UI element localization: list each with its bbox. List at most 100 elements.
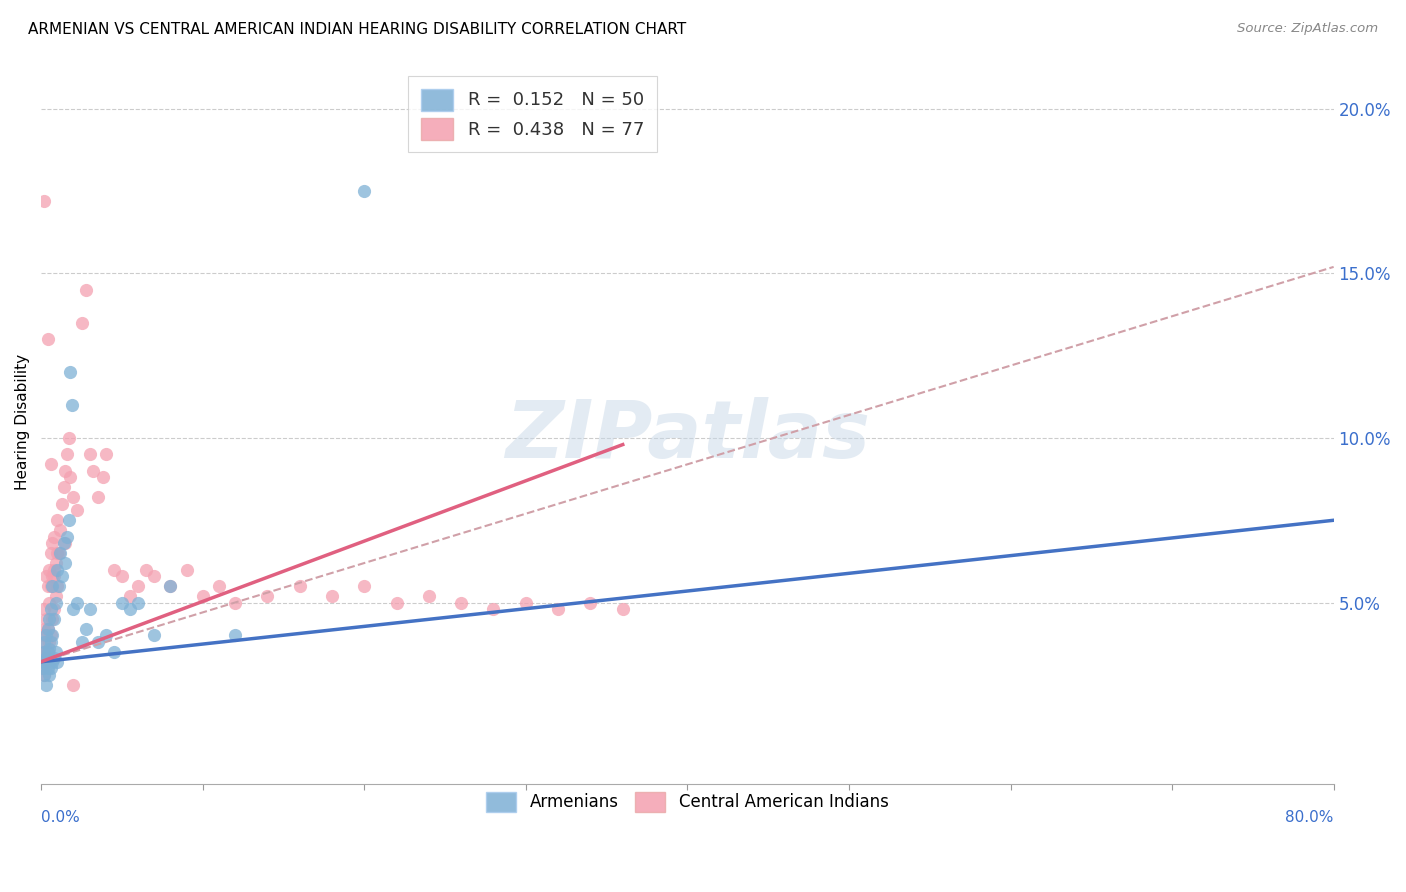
Point	[103, 563, 125, 577]
Point	[82, 464, 104, 478]
Point	[53, 536, 76, 550]
Point	[37, 622, 59, 636]
Point	[56, 530, 79, 544]
Point	[58, 513, 80, 527]
Point	[42, 612, 65, 626]
Point	[38, 641, 60, 656]
Point	[39, 546, 62, 560]
Point	[46, 513, 69, 527]
Point	[111, 595, 134, 609]
Point	[62, 678, 84, 692]
Point	[41, 579, 63, 593]
Point	[91, 470, 114, 484]
Point	[59, 365, 82, 379]
Point	[159, 579, 181, 593]
Point	[224, 628, 246, 642]
Point	[288, 579, 311, 593]
Point	[49, 523, 72, 537]
Point	[42, 651, 65, 665]
Point	[48, 546, 70, 560]
Point	[34, 602, 56, 616]
Point	[612, 602, 634, 616]
Point	[45, 589, 67, 603]
Point	[62, 490, 84, 504]
Point	[60, 398, 83, 412]
Point	[482, 602, 505, 616]
Text: ARMENIAN VS CENTRAL AMERICAN INDIAN HEARING DISABILITY CORRELATION CHART: ARMENIAN VS CENTRAL AMERICAN INDIAN HEAR…	[28, 22, 686, 37]
Point	[35, 612, 58, 626]
Point	[35, 651, 58, 665]
Point	[53, 556, 76, 570]
Legend: Armenians, Central American Indians: Armenians, Central American Indians	[479, 785, 896, 819]
Point	[31, 645, 53, 659]
Point	[34, 645, 56, 659]
Point	[46, 579, 69, 593]
Point	[418, 589, 440, 603]
Point	[38, 563, 60, 577]
Point	[42, 563, 65, 577]
Point	[127, 579, 149, 593]
Y-axis label: Hearing Disability: Hearing Disability	[15, 353, 30, 490]
Point	[79, 447, 101, 461]
Point	[75, 283, 97, 297]
Point	[135, 563, 157, 577]
Point	[35, 678, 58, 692]
Point	[38, 612, 60, 626]
Point	[38, 595, 60, 609]
Point	[34, 645, 56, 659]
Point	[31, 661, 53, 675]
Point	[31, 628, 53, 642]
Point	[353, 579, 375, 593]
Point	[41, 655, 63, 669]
Point	[38, 635, 60, 649]
Point	[385, 595, 408, 609]
Point	[39, 628, 62, 642]
Point	[37, 645, 59, 659]
Point	[515, 595, 537, 609]
Point	[37, 622, 59, 636]
Point	[48, 579, 70, 593]
Point	[94, 628, 117, 642]
Point	[41, 628, 63, 642]
Point	[45, 645, 67, 659]
Point	[34, 668, 56, 682]
Point	[39, 635, 62, 649]
Point	[41, 612, 63, 626]
Point	[45, 556, 67, 570]
Point	[51, 497, 73, 511]
Point	[103, 645, 125, 659]
Point	[66, 503, 89, 517]
Point	[39, 661, 62, 675]
Point	[42, 569, 65, 583]
Point	[118, 589, 141, 603]
Point	[256, 589, 278, 603]
Point	[53, 464, 76, 478]
Point	[35, 635, 58, 649]
Point	[75, 622, 97, 636]
Point	[79, 602, 101, 616]
Point	[39, 602, 62, 616]
Point	[46, 563, 69, 577]
Point	[34, 668, 56, 682]
Point	[31, 655, 53, 669]
Point	[191, 589, 214, 603]
Point	[37, 661, 59, 675]
Point	[42, 530, 65, 544]
Point	[51, 569, 73, 583]
Point	[34, 622, 56, 636]
Point	[52, 480, 75, 494]
Point	[143, 569, 166, 583]
Point	[39, 458, 62, 472]
Point	[86, 635, 108, 649]
Point	[46, 655, 69, 669]
Point	[49, 546, 72, 560]
Point	[31, 661, 53, 675]
Point	[111, 569, 134, 583]
Point	[547, 602, 569, 616]
Point	[579, 595, 602, 609]
Point	[39, 579, 62, 593]
Point	[127, 595, 149, 609]
Point	[59, 470, 82, 484]
Point	[58, 431, 80, 445]
Point	[35, 569, 58, 583]
